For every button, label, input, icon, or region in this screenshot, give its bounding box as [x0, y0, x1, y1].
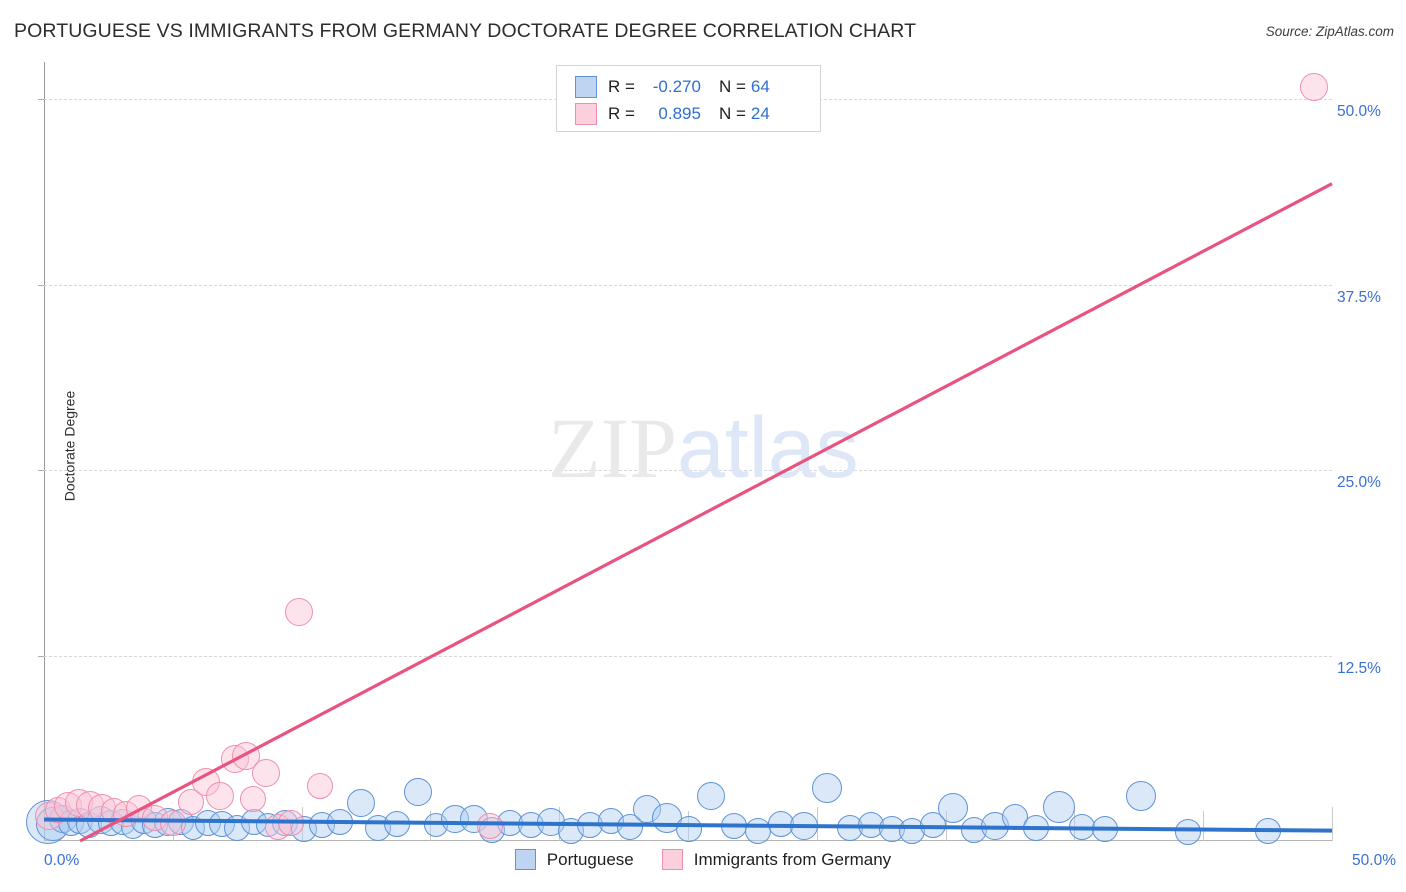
scatter-point [812, 772, 843, 803]
scatter-point [346, 789, 375, 818]
r-label-portuguese: R = [608, 76, 635, 96]
series-legend-item-immigrants-germany[interactable]: Immigrants from Germany [661, 849, 892, 870]
series-label-portuguese: Portuguese [546, 849, 634, 869]
n-value-immigrants-germany: 24 [750, 103, 770, 123]
y-axis-tick [38, 655, 44, 657]
source-attribution: Source: ZipAtlas.com [1265, 24, 1394, 39]
scatter-point [938, 793, 969, 824]
page-title: PORTUGUESE VS IMMIGRANTS FROM GERMANY DO… [14, 20, 917, 42]
scatter-point [1174, 819, 1201, 846]
scatter-point [403, 778, 432, 807]
scatter-point [652, 803, 683, 833]
scatter-point [159, 810, 186, 837]
y-axis-tick [38, 470, 44, 472]
legend-row-portuguese: R = -0.270 N = 64 [557, 73, 820, 100]
scatter-point [1042, 790, 1075, 823]
x-axis-tick [1332, 807, 1333, 841]
trend-lines [43, 182, 1333, 843]
legend-swatch-immigrants-germany [575, 102, 597, 125]
plot-area: ZIPatlas [25, 62, 1333, 846]
legend-swatch-portuguese [575, 75, 597, 98]
gridline [44, 470, 1332, 472]
scatter-point [697, 781, 726, 810]
x-axis-max-label: 50.0% [1352, 852, 1396, 869]
scatter-point [1299, 73, 1328, 102]
trend-line [43, 817, 1333, 833]
y-axis-label: 37.5% [1337, 288, 1381, 306]
n-label-immigrants-germany: N = [718, 103, 746, 123]
y-axis-label: 25.0% [1337, 474, 1381, 492]
series-swatch-immigrants-germany [661, 849, 683, 870]
scatter-point [476, 813, 503, 840]
r-value-immigrants-germany: 0.895 [658, 103, 701, 123]
series-legend-item-portuguese[interactable]: Portuguese [514, 849, 634, 870]
y-axis-label: 12.5% [1337, 659, 1381, 677]
series-legend: Portuguese Immigrants from Germany [0, 849, 1406, 870]
gridline [44, 284, 1332, 286]
scatter-point [1126, 781, 1157, 812]
series-swatch-portuguese [514, 849, 536, 870]
y-axis-tick [38, 99, 44, 101]
trend-line [79, 182, 1333, 843]
r-label-immigrants-germany: R = [608, 103, 635, 123]
scatter-point [306, 773, 333, 800]
y-axis-tick [38, 284, 44, 286]
y-axis-label: 50.0% [1337, 103, 1381, 121]
legend-row-immigrants-germany: R = 0.895 N = 24 [557, 100, 820, 127]
gridline [44, 655, 1332, 657]
x-axis-tick [1203, 811, 1205, 841]
scatter-point [251, 759, 280, 788]
x-axis-min-label: 0.0% [44, 852, 80, 869]
correlation-legend: R = -0.270 N = 64 R = 0.895 N = 24 [556, 65, 821, 132]
n-value-portuguese: 64 [750, 76, 770, 96]
scatter-point [206, 781, 235, 810]
scatter-point [285, 597, 314, 626]
n-label-portuguese: N = [718, 76, 746, 96]
r-value-portuguese: -0.270 [652, 76, 701, 96]
y-axis-line [44, 62, 45, 841]
series-label-immigrants-germany: Immigrants from Germany [693, 849, 892, 869]
scatter-point [676, 816, 703, 843]
scatter-point [239, 785, 266, 812]
